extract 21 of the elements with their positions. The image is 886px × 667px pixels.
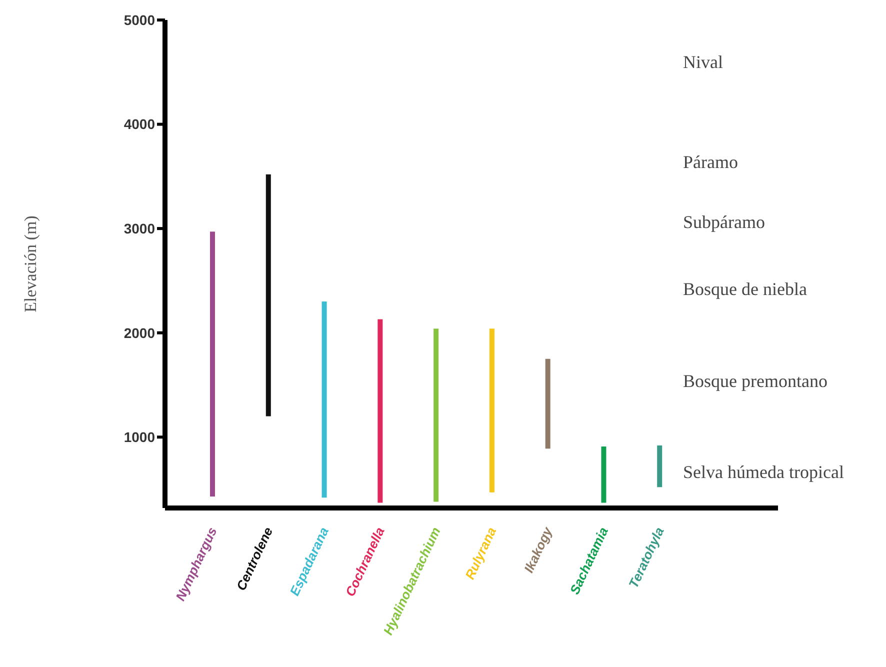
bar — [545, 358, 550, 449]
bar — [657, 445, 662, 488]
text: Páramo — [683, 151, 738, 173]
y-tick-label: 4000 — [124, 116, 156, 132]
bar — [434, 328, 439, 502]
y-axis-title: Elevación (m) — [21, 216, 40, 312]
bar — [322, 302, 327, 498]
y-tick-label: 1000 — [124, 429, 156, 446]
y-tick-label: 2000 — [124, 324, 156, 341]
bar — [601, 446, 606, 503]
bar — [266, 174, 271, 416]
text: Bosque premontano — [683, 370, 828, 392]
bar — [210, 232, 215, 497]
y-tick-label: 5000 — [124, 12, 156, 28]
text: Bosque de niebla — [683, 278, 807, 300]
bar — [489, 328, 494, 492]
y-tick-label: 3000 — [124, 220, 156, 237]
text: Selva húmeda tropical — [683, 461, 844, 483]
bar — [378, 319, 383, 503]
text: Subpáramo — [683, 211, 765, 233]
text: Nival — [683, 51, 723, 73]
